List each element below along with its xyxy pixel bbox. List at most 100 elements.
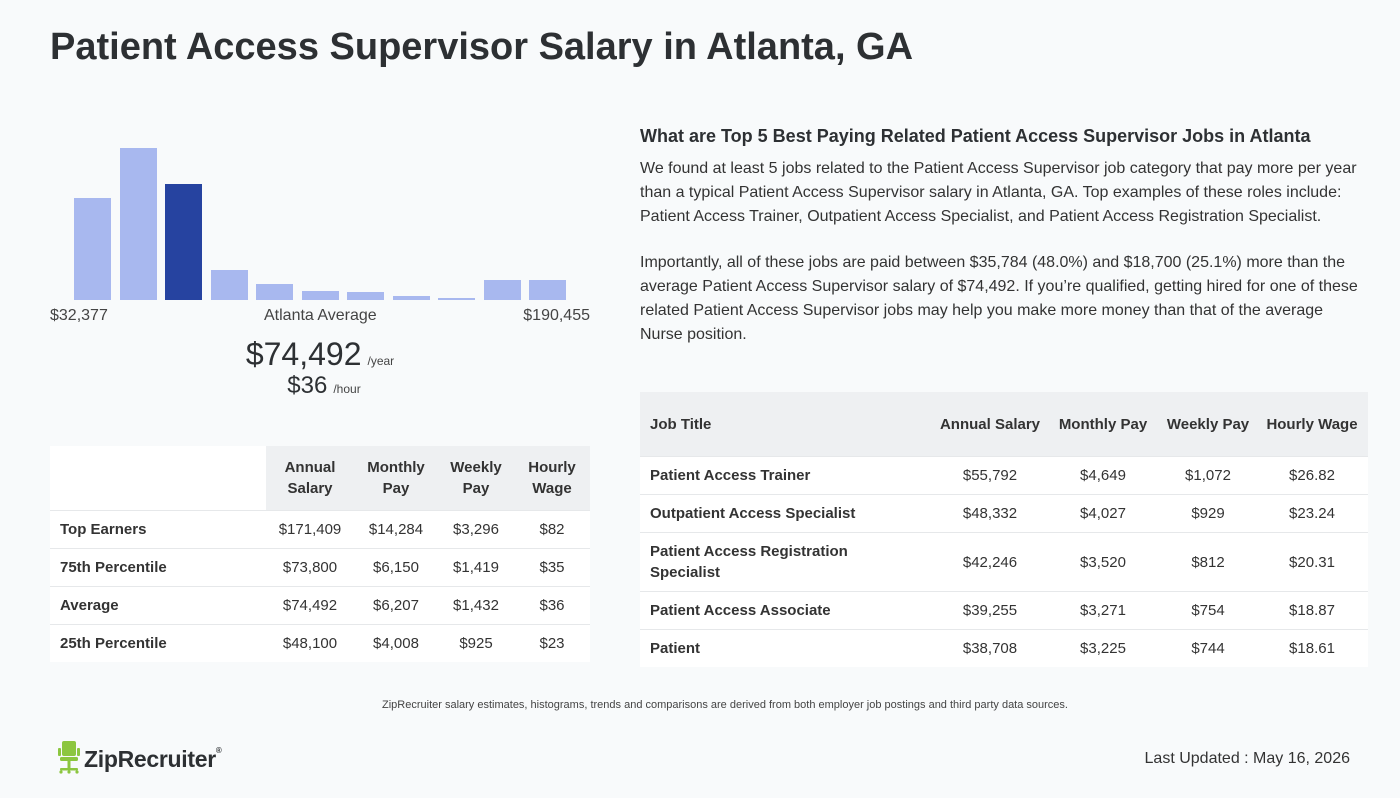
header-monthly-pay: Monthly Pay — [354, 446, 438, 511]
hourly-cell: $36 — [514, 586, 590, 625]
histogram-bar — [210, 270, 248, 300]
monthly-cell: $4,027 — [1046, 494, 1160, 533]
percentile-table: Annual Salary Monthly Pay Weekly Pay Hou… — [50, 446, 590, 662]
monthly-cell: $6,150 — [354, 548, 438, 587]
histogram-bar — [392, 296, 430, 300]
histogram-bar — [483, 280, 521, 300]
hourly-cell: $20.31 — [1256, 532, 1368, 592]
average-salary-block: $74,492/year $36/hour — [50, 336, 590, 398]
ziprecruiter-logo[interactable]: ZipRecruiter® — [58, 740, 222, 779]
monthly-cell: $3,271 — [1046, 591, 1160, 630]
table-row: Average $74,492 $6,207 $1,432 $36 — [50, 586, 590, 625]
histogram-min-label: $32,377 — [50, 307, 108, 324]
job-title-cell: Patient Access Registration Specialist — [640, 532, 934, 592]
annual-cell: $39,255 — [934, 591, 1046, 630]
table-row: Top Earners $171,409 $14,284 $3,296 $82 — [50, 510, 590, 549]
job-title-cell: Outpatient Access Specialist — [640, 494, 934, 533]
related-jobs-table: Job Title Annual Salary Monthly Pay Week… — [640, 392, 1368, 667]
header-weekly-pay: Weekly Pay — [1160, 392, 1256, 457]
row-label: 75th Percentile — [50, 548, 266, 587]
histogram-bar — [256, 284, 293, 300]
weekly-cell: $1,072 — [1160, 456, 1256, 495]
related-jobs-paragraph-2: Importantly, all of these jobs are paid … — [640, 254, 1358, 343]
row-label: Top Earners — [50, 510, 266, 549]
last-updated: Last Updated : May 16, 2026 — [1144, 750, 1350, 767]
hourly-cell: $23.24 — [1256, 494, 1368, 533]
histogram-bar — [301, 291, 339, 300]
table-row: Patient $38,708 $3,225 $744 $18.61 — [640, 629, 1368, 667]
average-annual-salary: $74,492 — [245, 336, 362, 372]
annual-cell: $48,100 — [266, 624, 354, 662]
hourly-cell: $82 — [514, 510, 590, 549]
annual-cell: $74,492 — [266, 586, 354, 625]
table-header-row: Job Title Annual Salary Monthly Pay Week… — [640, 392, 1368, 457]
header-annual-salary: Annual Salary — [266, 446, 354, 511]
monthly-cell: $3,520 — [1046, 532, 1160, 592]
header-weekly-pay: Weekly Pay — [438, 446, 514, 511]
annual-cell: $48,332 — [934, 494, 1046, 533]
weekly-cell: $812 — [1160, 532, 1256, 592]
row-label: 25th Percentile — [50, 624, 266, 662]
header-job-title: Job Title — [640, 392, 934, 457]
job-title-cell: Patient Access Associate — [640, 591, 934, 630]
histogram-bar — [74, 198, 111, 300]
hourly-cell: $18.87 — [1256, 591, 1368, 630]
table-row: Patient Access Trainer $55,792 $4,649 $1… — [640, 456, 1368, 495]
table-row: 75th Percentile $73,800 $6,150 $1,419 $3… — [50, 548, 590, 587]
table-row: Outpatient Access Specialist $48,332 $4,… — [640, 494, 1368, 533]
row-label: Average — [50, 586, 266, 625]
monthly-cell: $4,649 — [1046, 456, 1160, 495]
logo-wordmark: ZipRecruiter® — [84, 746, 222, 773]
hourly-cell: $35 — [514, 548, 590, 587]
page-title: Patient Access Supervisor Salary in Atla… — [50, 26, 914, 68]
weekly-cell: $754 — [1160, 591, 1256, 630]
table-row: 25th Percentile $48,100 $4,008 $925 $23 — [50, 624, 590, 662]
related-jobs-heading: What are Top 5 Best Paying Related Patie… — [640, 126, 1311, 146]
header-monthly-pay: Monthly Pay — [1046, 392, 1160, 457]
weekly-cell: $1,419 — [438, 548, 514, 587]
annual-cell: $42,246 — [934, 532, 1046, 592]
average-hourly-wage: $36 — [287, 372, 328, 399]
weekly-cell: $3,296 — [438, 510, 514, 549]
hourly-unit: /hour — [333, 382, 361, 396]
hourly-cell: $18.61 — [1256, 629, 1368, 667]
monthly-cell: $3,225 — [1046, 629, 1160, 667]
weekly-cell: $925 — [438, 624, 514, 662]
related-jobs-section: What are Top 5 Best Paying Related Patie… — [640, 126, 1370, 347]
annual-cell: $171,409 — [266, 510, 354, 549]
weekly-cell: $1,432 — [438, 586, 514, 625]
histogram-average-label: Atlanta Average — [264, 307, 377, 324]
annual-unit: /year — [367, 354, 395, 368]
annual-cell: $38,708 — [934, 629, 1046, 667]
histogram-bar-average — [165, 184, 202, 300]
hourly-cell: $23 — [514, 624, 590, 662]
histogram-bar — [438, 298, 475, 300]
header-annual-salary: Annual Salary — [934, 392, 1046, 457]
hourly-cell: $26.82 — [1256, 456, 1368, 495]
annual-cell: $73,800 — [266, 548, 354, 587]
histogram-bar — [119, 148, 157, 300]
monthly-cell: $6,207 — [354, 586, 438, 625]
annual-cell: $55,792 — [934, 456, 1046, 495]
job-title-cell: Patient Access Trainer — [640, 456, 934, 495]
monthly-cell: $4,008 — [354, 624, 438, 662]
salary-histogram — [50, 120, 590, 300]
histogram-bar — [347, 292, 384, 300]
histogram-bar — [529, 280, 566, 300]
logo-registered-mark: ® — [215, 746, 222, 755]
related-jobs-paragraph-1: We found at least 5 jobs related to the … — [640, 160, 1357, 225]
chair-icon — [58, 740, 80, 779]
job-title-cell: Patient — [640, 629, 934, 667]
header-blank — [50, 446, 266, 511]
histogram-max-label: $190,455 — [523, 307, 590, 324]
data-source-note: ZipRecruiter salary estimates, histogram… — [382, 699, 1068, 711]
logo-text: ZipRecruiter — [84, 746, 216, 772]
table-row: Patient Access Associate $39,255 $3,271 … — [640, 591, 1368, 630]
monthly-cell: $14,284 — [354, 510, 438, 549]
header-hourly-wage: Hourly Wage — [1256, 392, 1368, 457]
weekly-cell: $744 — [1160, 629, 1256, 667]
histogram-labels: $32,377 Atlanta Average $190,455 — [50, 307, 590, 327]
header-hourly-wage: Hourly Wage — [514, 446, 590, 511]
table-row: Patient Access Registration Specialist $… — [640, 532, 1368, 592]
weekly-cell: $929 — [1160, 494, 1256, 533]
